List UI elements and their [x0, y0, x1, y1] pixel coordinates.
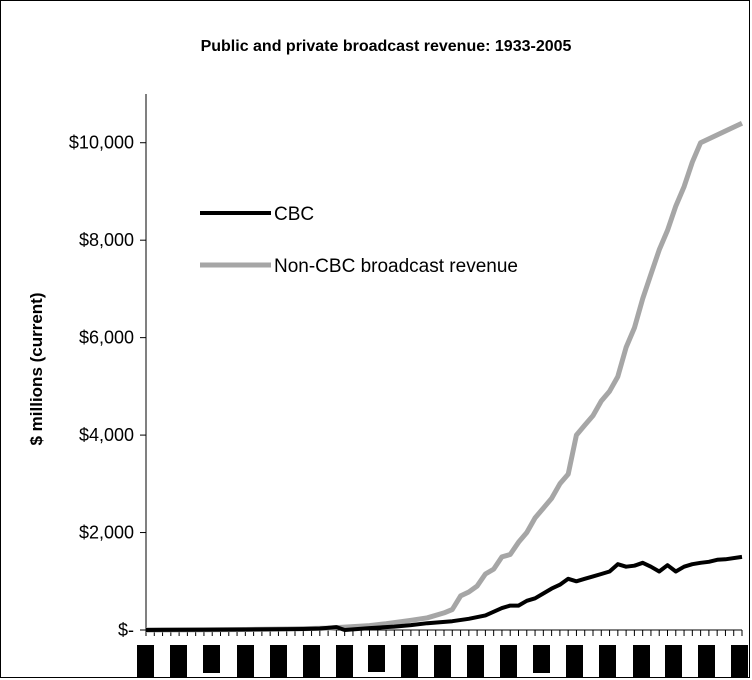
- y-tick-label: $2,000: [79, 523, 134, 543]
- axes: $- $2,000 $4,000 $6,000 $8,000 $10,000: [69, 94, 743, 640]
- redacted-x-tick-label: [698, 645, 715, 677]
- redacted-x-tick-label: [566, 645, 583, 677]
- redacted-x-tick-label: [633, 645, 650, 677]
- redacted-x-tick-label: [500, 645, 517, 677]
- y-tick-label: $4,000: [79, 425, 134, 445]
- series-line-cbc: [145, 554, 743, 632]
- redacted-x-tick-label: [467, 645, 484, 677]
- x-tick-label-redactions: [137, 645, 748, 677]
- redacted-x-tick-label: [203, 645, 220, 673]
- redacted-x-tick-label: [303, 645, 320, 677]
- y-tick-label: $8,000: [79, 230, 134, 250]
- series-line-non-cbc: [145, 120, 744, 633]
- legend-entry: Non-CBC broadcast revenue: [274, 256, 518, 277]
- redacted-x-tick-label: [368, 645, 385, 672]
- legend: CBC Non-CBC broadcast revenue: [200, 204, 518, 277]
- y-axis-label: $ millions (current): [27, 292, 46, 445]
- redacted-x-tick-label: [137, 645, 154, 677]
- redacted-x-tick-label: [401, 645, 418, 677]
- y-tick-label: $6,000: [79, 328, 134, 348]
- series-layer: [145, 120, 744, 633]
- redacted-x-tick-label: [599, 645, 616, 677]
- redacted-x-tick-label: [533, 645, 550, 673]
- y-tick-label: $-: [118, 620, 134, 640]
- redacted-x-tick-label: [731, 645, 748, 677]
- redacted-x-tick-label: [336, 645, 353, 677]
- legend-entry: CBC: [274, 204, 314, 225]
- redacted-x-tick-label: [270, 645, 287, 677]
- chart-title: Public and private broadcast revenue: 19…: [201, 38, 572, 55]
- redacted-x-tick-label: [665, 645, 682, 677]
- y-tick-label: $10,000: [69, 133, 134, 153]
- redacted-x-tick-label: [170, 645, 187, 677]
- redacted-x-tick-label: [237, 645, 254, 677]
- redacted-x-tick-label: [434, 645, 451, 677]
